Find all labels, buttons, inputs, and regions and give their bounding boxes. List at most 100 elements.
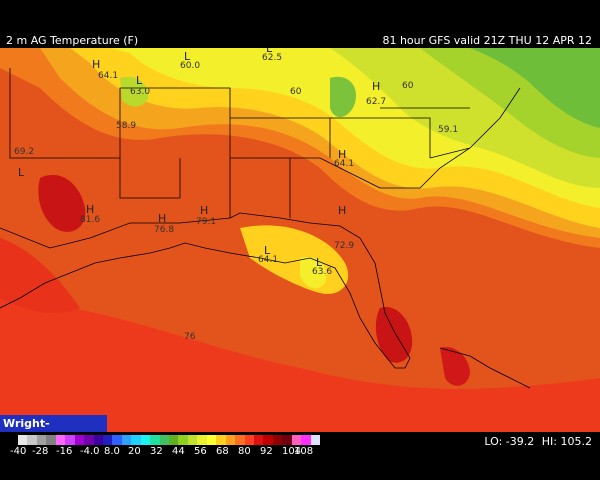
marker-value: 76.8 xyxy=(154,225,174,235)
map-canvas: H 64.1 L 60.0 L 62.5 L 63.0 60 H 62.7 60… xyxy=(0,48,600,432)
legend-swatch xyxy=(65,435,75,445)
legend-swatch xyxy=(36,435,47,445)
marker-symbol: L xyxy=(136,74,143,87)
contour-label: 76 xyxy=(184,332,196,342)
marker-value: 69.2 xyxy=(14,147,34,157)
legend-tick-label: 20 xyxy=(128,446,141,457)
marker-symbol: H xyxy=(372,80,380,93)
brand-label[interactable]: Wright-Weather.com xyxy=(0,415,107,447)
legend-tick-label: 32 xyxy=(150,446,163,457)
legend-swatch xyxy=(206,435,217,445)
legend-swatch xyxy=(197,435,207,445)
dark-green-band xyxy=(470,48,600,128)
legend-swatch xyxy=(225,435,236,445)
legend-tick-label: 68 xyxy=(216,446,229,457)
legend-swatch xyxy=(235,435,245,445)
legend-swatch xyxy=(93,435,103,445)
legend-tick-label: 108 xyxy=(294,446,314,457)
marker-value: 63.6 xyxy=(312,267,332,277)
lo-value: LO: -39.2 xyxy=(484,435,535,448)
legend-swatch xyxy=(282,435,292,445)
florida-hot-spot xyxy=(375,307,413,363)
legend-tick-label: 80 xyxy=(238,446,251,457)
legend-swatch xyxy=(27,435,37,445)
model-run-label: 81 hour GFS valid 21Z THU 12 APR 12 xyxy=(382,34,592,47)
lo-hi-readout: LO: -39.2 HI: 105.2 xyxy=(480,435,592,448)
legend-tick-label: 104 xyxy=(282,446,302,457)
marker-value: 64.1 xyxy=(334,159,354,169)
legend-swatch xyxy=(310,435,320,445)
legend-swatch xyxy=(74,435,85,445)
legend-ticks: -40 -28 -16 -4.0 8.0 20 32 44 56 68 80 92 104 108 xyxy=(10,446,330,458)
legend-swatch xyxy=(150,435,160,445)
legend-swatch xyxy=(18,435,28,445)
marker-symbol: H xyxy=(86,203,94,216)
texas-hot-spot xyxy=(38,174,86,232)
marker-value: 72.9 xyxy=(334,241,354,251)
marker-value: 79.1 xyxy=(196,217,216,227)
boundaries xyxy=(0,68,531,389)
legend-tick-label: 56 xyxy=(194,446,207,457)
mexico-warm xyxy=(0,238,80,314)
marker-symbol: H xyxy=(158,212,166,225)
ozark-cool xyxy=(120,76,149,107)
legend-swatch xyxy=(131,435,141,445)
marker-value: 64.1 xyxy=(258,255,278,265)
legend-swatch xyxy=(169,435,179,445)
contour-label: 60 xyxy=(290,87,302,97)
marker-symbol: H xyxy=(92,58,100,71)
legend-tick-label: 44 xyxy=(172,446,185,457)
contour-label: 60 xyxy=(402,81,414,91)
legend-swatch xyxy=(244,435,254,445)
legend-swatch xyxy=(301,435,311,445)
florida-yellow xyxy=(300,257,327,289)
legend-swatch xyxy=(253,435,264,445)
appalachian-cool xyxy=(330,76,356,118)
header-bar: 2 m AG Temperature (F) 81 hour GFS valid… xyxy=(0,0,600,48)
marker-symbol: L xyxy=(184,50,191,63)
legend-tick-label: 8.0 xyxy=(104,446,120,457)
marker-symbol: L xyxy=(316,256,323,269)
marker-value: 81.6 xyxy=(80,215,100,225)
marker-value: 64.1 xyxy=(98,71,118,81)
marker-symbol: H xyxy=(338,148,346,161)
legend-swatch xyxy=(46,435,56,445)
marker-symbol: L xyxy=(266,48,273,55)
extrema-labels: H 64.1 L 60.0 L 62.5 L 63.0 60 H 62.7 60… xyxy=(14,48,458,342)
marker-value: 60.0 xyxy=(180,61,200,71)
temperature-map: H 64.1 L 60.0 L 62.5 L 63.0 60 H 62.7 60… xyxy=(0,48,600,432)
legend-swatch xyxy=(84,435,94,445)
legend-tick-label: 92 xyxy=(260,446,273,457)
legend-swatch xyxy=(187,435,198,445)
legend-tick-label: -40 xyxy=(10,446,27,457)
legend-swatch xyxy=(178,435,188,445)
legend-swatch xyxy=(291,435,302,445)
marker-symbol: L xyxy=(264,244,271,257)
legend-swatch xyxy=(272,435,283,445)
marker-value: 62.5 xyxy=(262,53,282,63)
contour-label: 58.9 xyxy=(116,121,136,131)
legend-color-bar xyxy=(18,435,320,445)
legend-swatch xyxy=(140,435,151,445)
legend-swatch xyxy=(263,435,273,445)
color-legend: -40 -28 -16 -4.0 8.0 20 32 44 56 68 80 92 104 108 LO:… xyxy=(0,432,600,480)
legend-tick-label: -4.0 xyxy=(80,446,100,457)
legend-swatch xyxy=(55,435,66,445)
hi-value: HI: 105.2 xyxy=(541,435,592,448)
marker-symbol: H xyxy=(338,204,346,217)
warm-band-south xyxy=(0,298,600,432)
legend-tick-label: -28 xyxy=(32,446,49,457)
cuba-hot-spot xyxy=(440,347,470,386)
contour-label: 59.1 xyxy=(438,125,458,135)
marker-symbol: H xyxy=(200,204,208,217)
marker-symbol: L xyxy=(18,166,25,179)
legend-swatch xyxy=(121,435,132,445)
legend-swatch xyxy=(159,435,169,445)
legend-swatch xyxy=(216,435,226,445)
marker-value: 62.7 xyxy=(366,97,386,107)
legend-swatch xyxy=(112,435,122,445)
map-title: 2 m AG Temperature (F) xyxy=(6,34,139,47)
legend-swatch xyxy=(102,435,113,445)
legend-tick-label: -16 xyxy=(56,446,73,457)
marker-value: 63.0 xyxy=(130,87,150,97)
